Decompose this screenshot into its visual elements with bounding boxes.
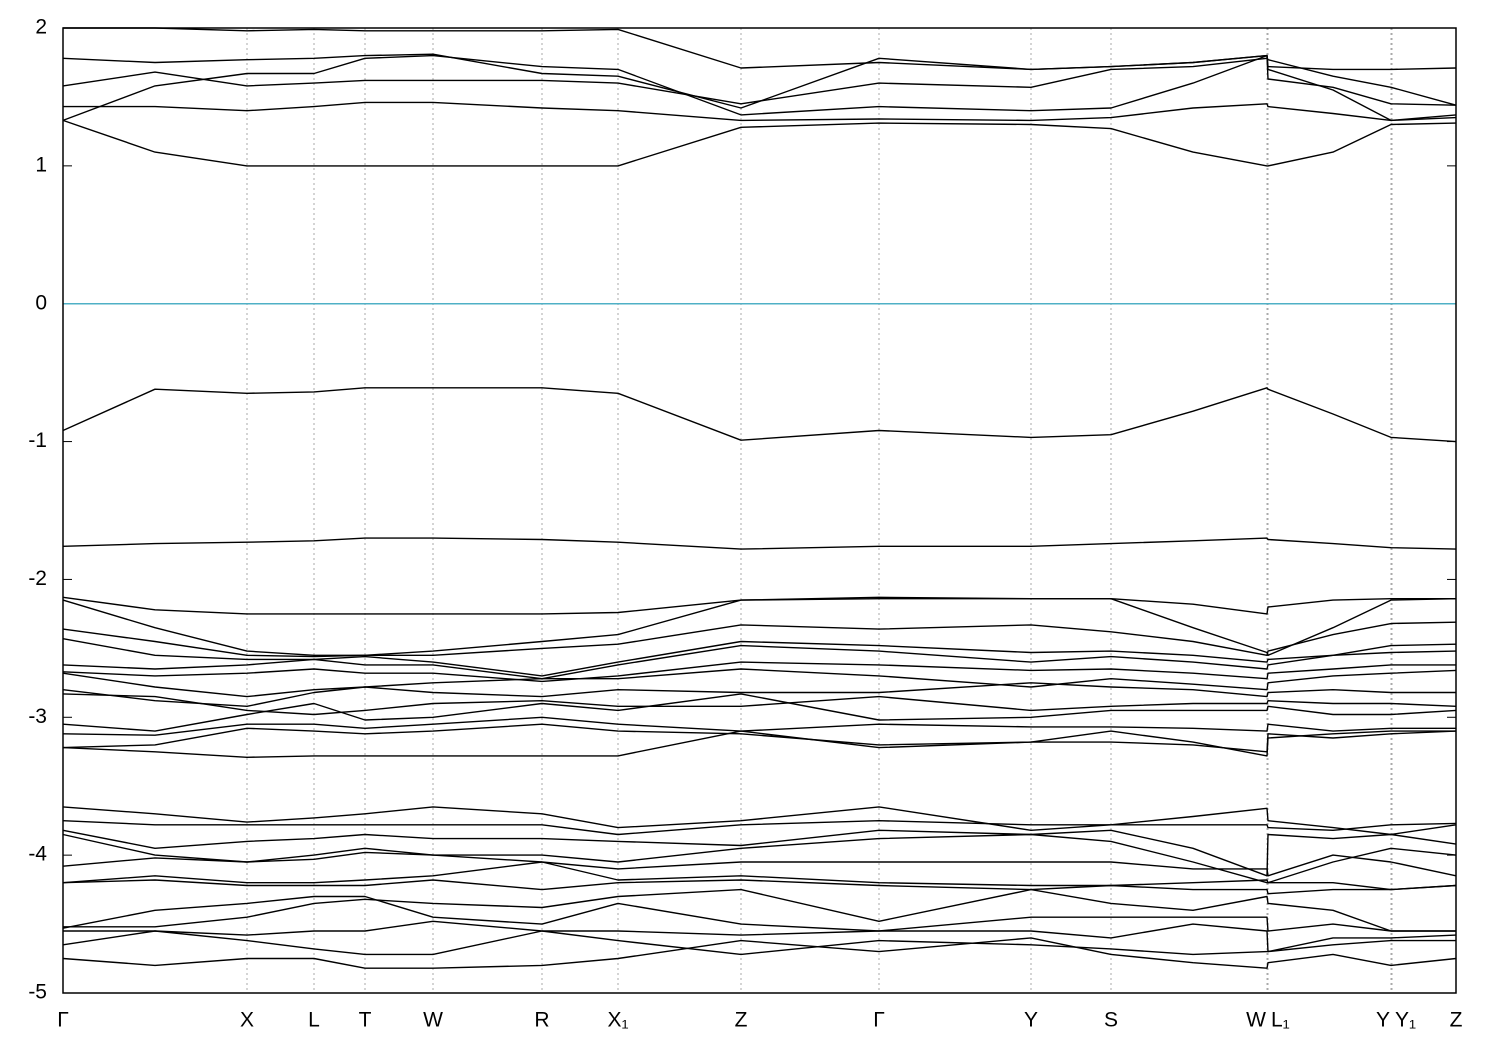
band-line <box>62 598 1457 656</box>
x-tick-label: R <box>534 1009 549 1032</box>
y-tick-label: 1 <box>35 153 47 176</box>
band-line <box>62 693 1457 732</box>
band-line <box>62 806 1457 836</box>
band-line <box>62 895 1456 932</box>
x-tick-label: X <box>240 1009 254 1032</box>
plot-frame <box>62 27 1457 994</box>
band-line <box>63 920 1457 953</box>
band-line <box>62 820 1457 836</box>
x-tick-label: W <box>1246 1009 1266 1032</box>
band-line <box>62 387 1457 443</box>
y-tick-label: -5 <box>28 981 47 1004</box>
band-line <box>63 101 1457 122</box>
band-line <box>62 57 1457 106</box>
band-line <box>62 851 1457 877</box>
y-tick-label: -4 <box>28 843 47 866</box>
band-line <box>62 537 1457 550</box>
x-tick-label: L <box>308 1009 320 1032</box>
band-line <box>62 53 1457 109</box>
x-tick-label: T <box>359 1009 372 1032</box>
band-line <box>62 861 1457 891</box>
band-line <box>62 119 1457 167</box>
x-tick-label: L₁ <box>1271 1009 1290 1032</box>
band-line <box>62 668 1457 698</box>
band-line <box>62 682 1456 707</box>
band-line <box>63 888 1456 932</box>
y-tick-label: 2 <box>35 16 47 39</box>
x-tick-label: Z <box>735 1009 748 1032</box>
band-line <box>62 879 1457 895</box>
x-tick-label: X₁ <box>607 1009 628 1032</box>
y-tick-label: -1 <box>28 429 47 452</box>
x-tick-label: Γ <box>57 1009 69 1032</box>
band-line <box>62 930 1456 956</box>
y-tick-label: -3 <box>28 705 47 728</box>
band-line <box>62 54 1457 122</box>
band-line <box>62 937 1457 969</box>
band-line <box>62 730 1457 758</box>
x-tick-label: Z <box>1450 1009 1463 1032</box>
y-tick-label: 0 <box>35 291 47 314</box>
band-line <box>62 833 1457 884</box>
band-line <box>62 661 1456 683</box>
band-line <box>62 638 1457 677</box>
x-tick-label: Y <box>1024 1009 1038 1032</box>
x-tick-label: Y <box>1376 1009 1390 1032</box>
band-line <box>62 693 1457 716</box>
band-line <box>63 27 1457 71</box>
band-line <box>62 716 1456 736</box>
band-line <box>62 829 1457 877</box>
x-tick-label: Γ <box>873 1009 885 1032</box>
x-tick-label: S <box>1104 1009 1118 1032</box>
x-tick-label: Y₁ <box>1395 1009 1416 1032</box>
band-line <box>62 723 1456 757</box>
x-tick-label: W <box>423 1009 443 1032</box>
y-tick-label: -2 <box>28 567 47 590</box>
band-line <box>62 644 1457 680</box>
band-line <box>62 621 1457 658</box>
